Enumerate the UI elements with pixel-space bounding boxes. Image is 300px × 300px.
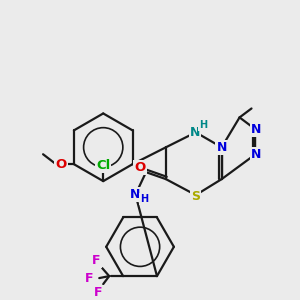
Text: H: H	[199, 120, 207, 130]
Text: N: N	[251, 123, 262, 136]
Text: F: F	[94, 286, 103, 298]
Text: O: O	[56, 158, 67, 171]
Text: H: H	[140, 194, 148, 204]
Text: F: F	[92, 254, 100, 267]
Text: Cl: Cl	[96, 159, 110, 172]
Text: S: S	[191, 190, 200, 202]
Text: F: F	[85, 272, 94, 285]
Text: O: O	[134, 161, 146, 174]
Text: N: N	[251, 148, 262, 161]
Text: N: N	[217, 141, 227, 154]
Text: N: N	[190, 126, 200, 139]
Text: N: N	[130, 188, 140, 201]
